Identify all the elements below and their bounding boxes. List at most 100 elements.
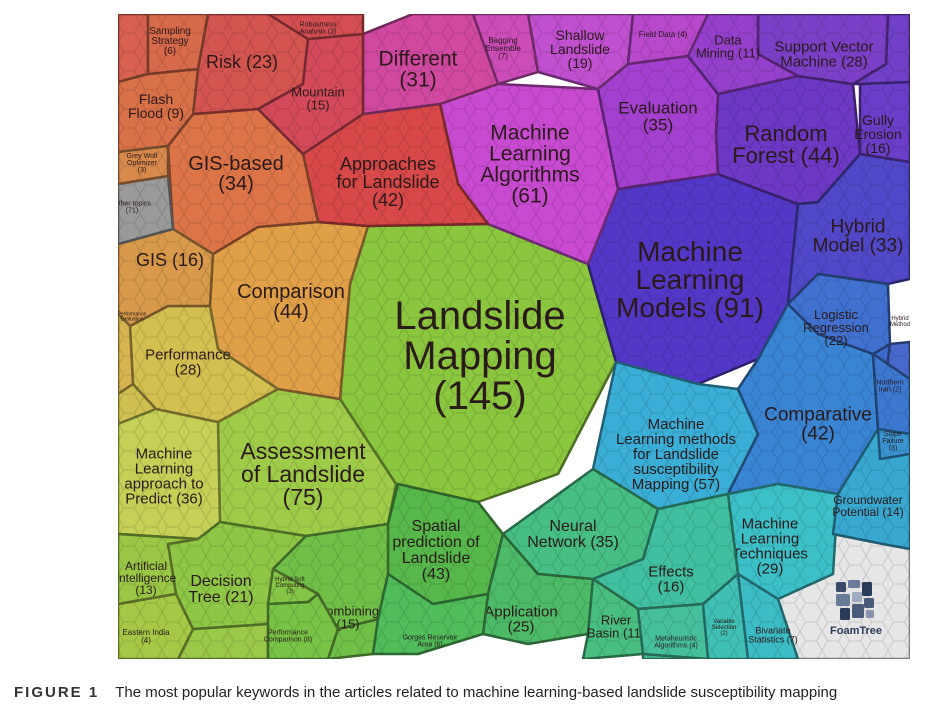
cell-label-combining: Combining (15) bbox=[317, 603, 379, 631]
cell-logistic-regression: Logistic Regression (22) bbox=[786, 272, 892, 356]
cell-data-mining: Data Mining (11) bbox=[686, 14, 800, 96]
figure-label: FIGURE 1 bbox=[14, 684, 100, 701]
cell-mountain: Mountain (15) bbox=[256, 32, 365, 156]
cell-label-hybrid-method: Hybrid Method bbox=[890, 316, 910, 328]
cell-label-evaluation: Evaluation (35) bbox=[618, 98, 697, 134]
cell-label-northern-iran: Northern Iran (2) bbox=[876, 379, 903, 393]
cell-gis-based: GIS-based (34) bbox=[166, 107, 320, 256]
cell-label-comparative: Comparative (42) bbox=[764, 404, 872, 444]
cell-label-performance: Performance (28) bbox=[145, 346, 231, 378]
cell-bivariate-statistics: Bivariate Statistics (7) bbox=[736, 572, 800, 659]
cell-label-bagging-ensemble: Bagging Ensemble (7) bbox=[485, 36, 521, 61]
foamtree-logo: FoamTree bbox=[830, 580, 882, 637]
cell-comparative: Comparative (42) bbox=[726, 302, 880, 496]
cell-evaluation: Evaluation (35) bbox=[596, 54, 720, 191]
cell-flash-flood: Flash Flood (9) bbox=[118, 67, 200, 154]
cell-artificial-intelligence: Artificial Intelligence (13) bbox=[118, 532, 200, 606]
filler-cell-2 bbox=[176, 622, 270, 659]
cell-label-ml-techniques: Machine Learning Techniques (29) bbox=[732, 515, 808, 577]
cell-performance-evaluation: Performance Evaluation bbox=[118, 312, 147, 396]
cell-landslide-mapping: Landslide Mapping (145) bbox=[338, 222, 618, 504]
cell-hybrid-model: Hybrid Model (33) bbox=[786, 152, 910, 306]
cell-label-bivariate-statistics: Bivariate Statistics (7) bbox=[748, 626, 798, 645]
cell-label-other-topics: Other topics(71) bbox=[118, 200, 151, 214]
cell-variable-selection: Variable Selection (2) bbox=[701, 572, 750, 659]
foamtree-logo-text: FoamTree bbox=[830, 625, 882, 637]
cell-application: Application (25) bbox=[481, 532, 595, 646]
cell-gis: GIS (16) bbox=[118, 227, 215, 328]
cell-neural-network: Neural Network (35) bbox=[501, 467, 660, 581]
cell-label-neural-network: Neural Network (35) bbox=[527, 518, 619, 551]
cell-shallow-landslide: Shallow Landslide (19) bbox=[526, 14, 635, 91]
cell-label-support-vector-machine: Support Vector Machine (28) bbox=[774, 38, 873, 70]
cell-label-field-data: Field Data (4) bbox=[639, 30, 688, 39]
cell-label-robustness-analysis: Robustness Analysis (3) bbox=[300, 21, 337, 35]
cell-random-forest: Random Forest (44) bbox=[714, 74, 862, 206]
figure-caption-text: The most popular keywords in the article… bbox=[115, 684, 838, 701]
cell-approaches-for-landslide: Approaches for Landslide (42) bbox=[301, 102, 490, 228]
cell-label-machine-learning-algorithms: Machine Learning Algorithms (61) bbox=[480, 121, 579, 207]
cell-label-assessment-of-landslide: Assessment of Landslide (75) bbox=[240, 438, 366, 510]
cell-metaheuristic-algorithms: Metaheuristic Algorithms (4) bbox=[636, 602, 710, 659]
cell-label-river-basin: River Basin (11) bbox=[587, 612, 645, 640]
cell-northern-iran: Northern Iran (2) bbox=[871, 352, 910, 436]
cell-label-performance-evaluation: Performance Evaluation bbox=[118, 312, 147, 323]
cell-effects: Effects (16) bbox=[591, 492, 740, 611]
cell-gully-erosion: Gully Erosion (16) bbox=[854, 80, 910, 164]
cell-label-approaches-for-landslide: Approaches for Landslide (42) bbox=[336, 154, 439, 210]
cell-assessment-of-landslide: Assessment of Landslide (75) bbox=[216, 387, 398, 538]
cell-different: Different (31) bbox=[361, 14, 500, 116]
cell-label-hybrid-soft-computing: Hybrid Soft Computing (3) bbox=[275, 577, 305, 595]
cell-label-artificial-intelligence: Artificial Intelligence (13) bbox=[118, 559, 177, 597]
cell-sampling-strategy: Sampling Strategy (6) bbox=[146, 14, 210, 76]
cell-label-eastern-india: Eastern India (4) bbox=[122, 628, 170, 645]
cell-label-comparison: Comparison (44) bbox=[237, 281, 345, 323]
cell-grey-wolf-optimizer: Grey Wolf Optimizer (3) bbox=[118, 144, 170, 186]
cell-label-ml-methods-lsm: Machine Learning methods for Landslide susc… bbox=[616, 416, 736, 493]
cell-performance: Performance (28) bbox=[128, 304, 280, 424]
cell-label-effects: Effects (16) bbox=[648, 563, 694, 595]
cell-label-flash-flood: Flash Flood (9) bbox=[128, 91, 184, 121]
cell-machine-learning-models: Machine Learning Models (91) bbox=[586, 172, 800, 386]
foamtree-visualization: Landslide Mapping (145) Machine Learning Mode… bbox=[118, 14, 910, 659]
cell-label-data-mining: Data Mining (11) bbox=[696, 32, 760, 60]
cell-label-different: Different (31) bbox=[379, 47, 458, 91]
cell-gorges-reservoir-area: Gorges Reservoir Area (6) bbox=[371, 572, 490, 656]
cell-label-hybrid-model: Hybrid Model (33) bbox=[813, 216, 904, 256]
cell-eastern-india: Eastern India (4) bbox=[118, 592, 195, 659]
cell-label-machine-learning-models: Machine Learning Models (91) bbox=[616, 236, 764, 323]
cell-label-slope-failure: Slope Failure (3) bbox=[882, 431, 904, 452]
cell-label-performance-comparison: Performance Comparison (8) bbox=[264, 629, 312, 643]
cell-label-gully-erosion: Gully Erosion (16) bbox=[854, 112, 901, 156]
cell-label-metaheuristic-algorithms: Metaheuristic Algorithms (4) bbox=[654, 635, 698, 649]
cell-label-variable-selection: Variable Selection (2) bbox=[712, 619, 737, 637]
cell-ml-methods-lsm: Machine Learning methods for Landslide susc… bbox=[591, 360, 760, 511]
cell-label-gorges-reservoir-area: Gorges Reservoir Area (6) bbox=[403, 634, 459, 648]
cell-label-logistic-regression: Logistic Regression (22) bbox=[803, 307, 869, 348]
cell-label-shallow-landslide: Shallow Landslide (19) bbox=[550, 27, 610, 71]
filler-cell-0 bbox=[118, 14, 150, 84]
cell-label-grey-wolf-optimizer: Grey Wolf Optimizer (3) bbox=[127, 153, 158, 174]
cell-label-spatial-prediction: Spatial prediction of Landslide (43) bbox=[392, 518, 480, 583]
foamtree-svg: Landslide Mapping (145) Machine Learning Mode… bbox=[118, 14, 910, 659]
cell-label-random-forest: Random Forest (44) bbox=[732, 121, 840, 168]
cell-field-data: Field Data (4) bbox=[626, 14, 710, 66]
cell-label-decision-tree: Decision Tree (21) bbox=[188, 573, 253, 606]
cell-label-mountain: Mountain (15) bbox=[291, 84, 344, 112]
cell-bagging-ensemble: Bagging Ensemble (7) bbox=[471, 14, 540, 86]
cell-ml-techniques: Machine Learning Techniques (29) bbox=[726, 482, 840, 601]
cell-spatial-prediction: Spatial prediction of Landslide (43) bbox=[386, 482, 505, 606]
cell-comparison: Comparison (44) bbox=[208, 220, 370, 401]
cell-label-risk: Risk (23) bbox=[206, 52, 278, 72]
cell-risk: Risk (23) bbox=[191, 14, 310, 116]
cell-label-ml-approach-predict: Machine Learning approach to Predict (36) bbox=[124, 445, 203, 507]
cell-slope-failure: Slope Failure (3) bbox=[876, 427, 910, 461]
cell-combining: Combining (15) bbox=[271, 522, 390, 631]
cell-label-landslide-mapping: Landslide Mapping (145) bbox=[394, 294, 565, 418]
foamtree-logo-icon bbox=[836, 580, 874, 620]
cell-label-gis-based: GIS-based (34) bbox=[188, 153, 284, 195]
cell-ml-approach-predict: Machine Learning approach to Predict (36) bbox=[118, 407, 222, 541]
cell-label-groundwater-potential: Groundwater Potential (14) bbox=[832, 493, 903, 519]
cell-label-gis: GIS (16) bbox=[136, 250, 204, 270]
cell-label-sampling-strategy: Sampling Strategy (6) bbox=[149, 26, 191, 57]
